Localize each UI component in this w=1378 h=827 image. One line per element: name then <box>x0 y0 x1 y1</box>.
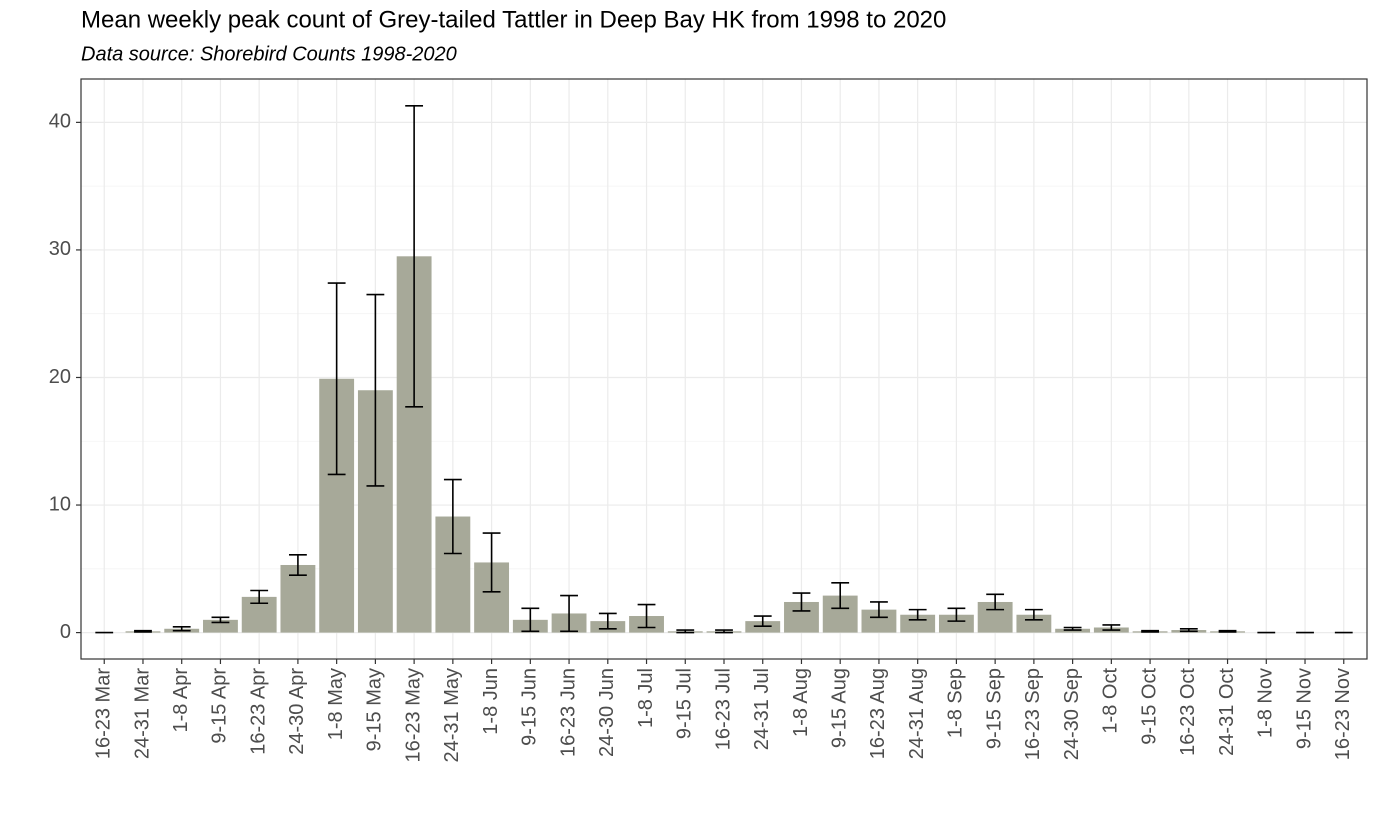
x-tick-label: 1-8 Sep <box>945 668 967 738</box>
error-bar <box>443 478 462 555</box>
error-bar <box>792 592 811 612</box>
x-tick-label: 1-8 Apr <box>170 668 192 733</box>
x-tick-label: 16-23 May <box>402 668 424 763</box>
x-tick-label: 16-23 Mar <box>93 668 115 759</box>
x-tick-label: 1-8 Jun <box>480 668 502 735</box>
x-tick-label: 24-31 Jul <box>751 668 773 750</box>
x-tick-label: 16-23 Jun <box>557 668 579 757</box>
x-tick-label: 16-23 Oct <box>1177 668 1199 756</box>
chart-title: Mean weekly peak count of Grey-tailed Ta… <box>81 6 946 33</box>
x-tick-label: 24-31 Oct <box>1216 668 1238 756</box>
x-tick-label: 9-15 Nov <box>1293 668 1315 749</box>
error-bar <box>521 607 540 633</box>
y-tick-label: 0 <box>60 621 71 643</box>
y-tick-label: 30 <box>49 238 71 260</box>
error-bar <box>482 532 501 593</box>
error-bar <box>1179 627 1198 633</box>
x-tick-label: 24-30 Jun <box>596 668 618 757</box>
error-bar <box>1024 608 1043 621</box>
error-bar <box>986 593 1005 611</box>
error-bar <box>753 615 772 628</box>
error-bar <box>366 293 385 487</box>
y-tick-label: 10 <box>49 493 71 515</box>
x-tick-label: 1-8 Jul <box>635 668 657 728</box>
x-tick-label: 1-8 May <box>325 668 347 740</box>
error-bar <box>598 612 617 630</box>
error-bar <box>172 626 191 632</box>
error-bar <box>327 282 346 476</box>
error-bar <box>676 629 695 634</box>
error-bar <box>211 616 230 624</box>
x-tick-label: 1-8 Nov <box>1255 668 1277 738</box>
x-tick-label: 24-30 Apr <box>286 668 308 755</box>
x-tick-label: 16-23 Sep <box>1022 668 1044 760</box>
plot-border <box>80 78 1368 660</box>
y-tick-label: 20 <box>49 366 71 388</box>
x-tick-label: 16-23 Aug <box>867 668 889 759</box>
error-bar <box>1218 629 1237 633</box>
x-tick-label: 9-15 May <box>364 668 386 751</box>
x-tick-label: 24-31 Aug <box>906 668 928 759</box>
error-bar <box>947 607 966 622</box>
x-tick-label: 16-23 Apr <box>247 668 269 755</box>
error-bar <box>250 589 269 605</box>
x-tick-label: 9-15 Jun <box>519 668 541 746</box>
error-bar <box>1063 626 1082 631</box>
x-tick-label: 9-15 Jul <box>674 668 696 739</box>
x-tick-label: 16-23 Jul <box>712 668 734 750</box>
x-tick-label: 1-8 Oct <box>1100 668 1122 734</box>
error-bar <box>831 582 850 610</box>
x-tick-label: 9-15 Apr <box>209 668 231 744</box>
x-tick-label: 1-8 Aug <box>790 668 812 737</box>
error-bar <box>134 629 152 633</box>
error-bar <box>870 601 888 619</box>
x-tick-label: 24-31 Mar <box>131 668 153 759</box>
x-tick-label: 24-31 May <box>441 668 463 763</box>
error-bar <box>637 603 656 629</box>
x-tick-label: 9-15 Aug <box>828 668 850 748</box>
bar <box>280 564 316 633</box>
error-bar <box>715 629 733 634</box>
error-bar <box>908 608 927 621</box>
bar <box>938 614 974 633</box>
x-tick-label: 24-30 Sep <box>1061 668 1083 760</box>
y-tick-label: 40 <box>49 111 71 133</box>
x-tick-label: 16-23 Nov <box>1332 668 1354 760</box>
chart-subtitle: Data source: Shorebird Counts 1998-2020 <box>81 43 457 65</box>
x-tick-label: 9-15 Sep <box>983 668 1005 749</box>
bar <box>861 609 897 633</box>
x-tick-label: 9-15 Oct <box>1138 668 1160 745</box>
error-bar <box>1141 629 1159 633</box>
error-bar <box>289 553 307 576</box>
error-bar <box>560 594 578 633</box>
error-bar <box>1102 624 1121 631</box>
error-bar <box>405 104 424 408</box>
